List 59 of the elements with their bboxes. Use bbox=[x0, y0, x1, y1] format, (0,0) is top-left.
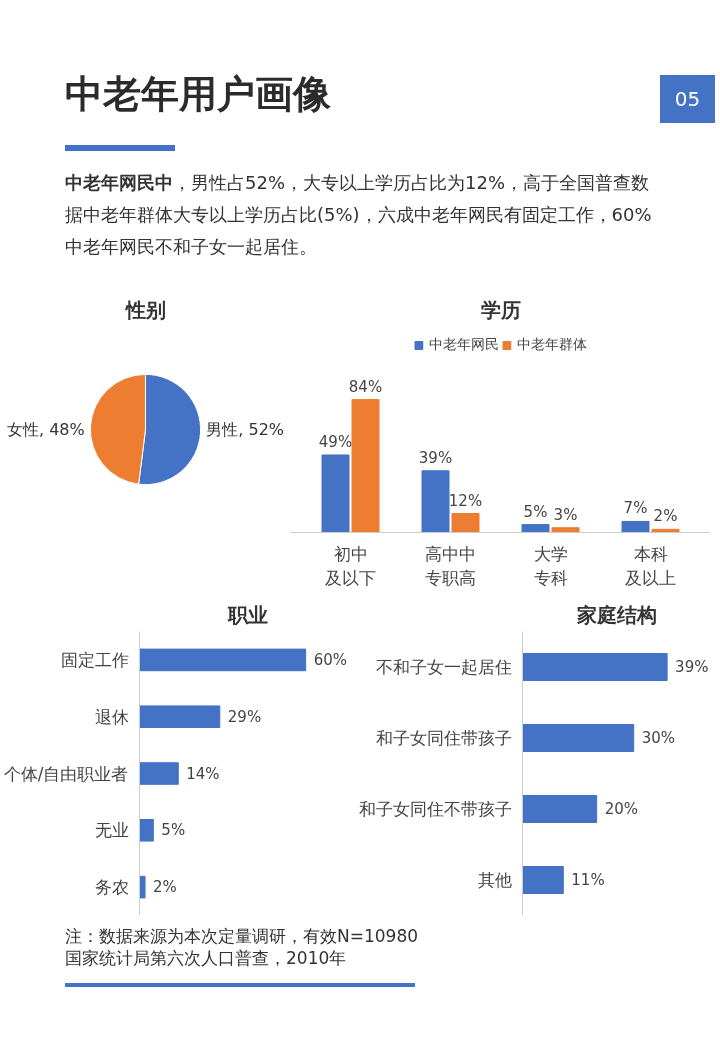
y-tick-label: 个体/自由职业者 bbox=[3, 763, 129, 784]
data-label: 29% bbox=[227, 707, 262, 726]
data-label: 60% bbox=[313, 650, 347, 669]
text: 05 bbox=[660, 75, 715, 123]
chart-title: 职业 bbox=[226, 602, 268, 627]
y-tick-label: 退休 bbox=[94, 706, 129, 727]
data-label: 20% bbox=[604, 800, 639, 818]
y-tick-label: 和子女同住不带孩子 bbox=[358, 799, 512, 819]
bar bbox=[139, 875, 146, 899]
bar bbox=[522, 795, 598, 823]
y-tick-label: 其他 bbox=[477, 870, 512, 890]
data-label: 30% bbox=[641, 729, 676, 747]
chart-title: 学历 bbox=[480, 297, 521, 322]
bar bbox=[421, 470, 450, 533]
bar bbox=[551, 527, 580, 533]
slice-label: 女性, 48% bbox=[6, 420, 85, 439]
bar bbox=[522, 866, 564, 894]
text: 注：数据来源为本次定量调研，有效N=10980 bbox=[65, 925, 420, 947]
data-label: 39% bbox=[418, 448, 453, 467]
y-tick-label: 务农 bbox=[94, 877, 129, 898]
y-tick-label: 和子女同住带孩子 bbox=[375, 728, 512, 748]
bar bbox=[451, 513, 480, 533]
data-label: 7% bbox=[623, 499, 648, 518]
data-label: 2% bbox=[653, 507, 678, 526]
data-label: 5% bbox=[523, 502, 548, 521]
bar bbox=[321, 454, 350, 533]
bar bbox=[139, 705, 221, 728]
x-tick-label: 初中及以下 bbox=[325, 543, 376, 588]
bar bbox=[522, 653, 668, 681]
bar bbox=[621, 520, 650, 533]
text: 中老年用户画像 bbox=[65, 71, 331, 118]
data-label: 84% bbox=[348, 377, 383, 396]
bar bbox=[522, 724, 635, 752]
y-tick-label: 无业 bbox=[94, 820, 129, 841]
x-tick-label: 大学专科 bbox=[533, 543, 568, 588]
bar bbox=[351, 399, 380, 533]
text: 国家统计局第六次人口普查，2010年 bbox=[65, 947, 348, 969]
y-tick-label: 固定工作 bbox=[60, 649, 129, 670]
data-label: 3% bbox=[553, 505, 578, 524]
bar bbox=[521, 524, 550, 533]
data-label: 11% bbox=[571, 871, 605, 889]
data-label: 49% bbox=[318, 432, 353, 451]
x-tick-label: 高中中专职高 bbox=[425, 543, 476, 588]
bar bbox=[139, 819, 154, 842]
data-label: 12% bbox=[448, 491, 483, 510]
legend-label: 中老年网民 bbox=[428, 336, 499, 354]
x-tick-label: 本科及以上 bbox=[625, 543, 676, 588]
text: 中老年网民中 bbox=[65, 172, 173, 193]
legend-label: 中老年群体 bbox=[516, 336, 587, 354]
data-label: 14% bbox=[186, 764, 220, 783]
bar bbox=[139, 762, 179, 785]
bar bbox=[139, 648, 307, 672]
y-tick-label: 不和子女一起居住 bbox=[375, 657, 512, 677]
data-label: 2% bbox=[153, 878, 177, 897]
slice-label: 男性, 52% bbox=[206, 420, 285, 439]
data-label: 5% bbox=[161, 821, 186, 840]
data-label: 39% bbox=[675, 658, 709, 676]
chart-title: 性别 bbox=[123, 297, 166, 322]
chart-title: 家庭结构 bbox=[575, 602, 657, 627]
